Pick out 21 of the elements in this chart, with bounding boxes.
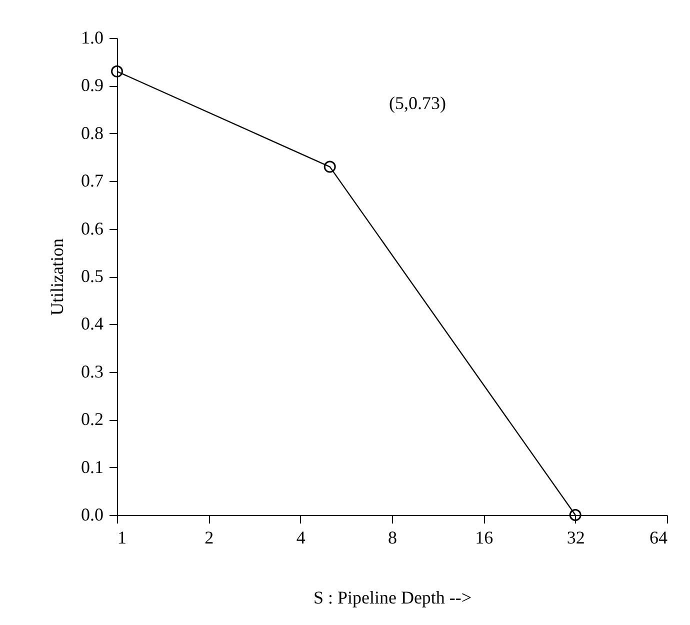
y-tick-label: 0.5 [81, 266, 104, 286]
x-axis-title: S : Pipeline Depth --> [313, 588, 472, 608]
y-tick-label: 0.3 [81, 361, 104, 382]
x-tick-label: 32 [566, 528, 585, 548]
y-tick-label: 0.1 [81, 456, 104, 477]
y-tick-label: 0.9 [81, 75, 104, 96]
y-tick-label: 0.8 [81, 122, 104, 143]
y-tick-label: 0.6 [81, 218, 104, 238]
y-tick-label: 0.0 [81, 504, 104, 524]
x-tick-label: 2 [204, 528, 214, 548]
y-axis-title: Utilization [47, 238, 67, 316]
x-tick-label: 4 [296, 528, 306, 548]
x-tick-label: 1 [118, 528, 126, 548]
y-tick-label: 0.7 [81, 170, 104, 191]
y-tick-label: 1.0 [81, 28, 104, 48]
y-tick-label: 0.2 [81, 409, 104, 430]
x-tick-label: 8 [388, 528, 397, 548]
annotation: (5,0.73) [389, 93, 446, 113]
x-tick-label: 64 [650, 528, 668, 548]
x-tick-label: 16 [475, 528, 494, 548]
y-tick-label: 0.4 [81, 314, 104, 334]
